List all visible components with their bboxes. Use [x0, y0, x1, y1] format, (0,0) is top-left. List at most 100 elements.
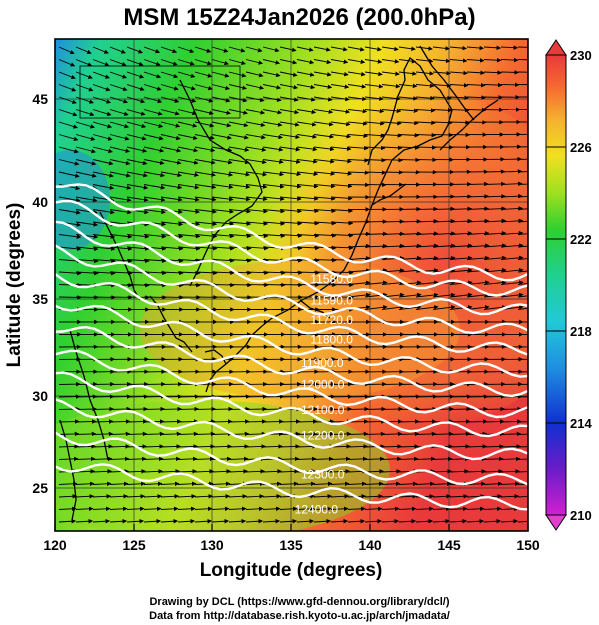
wind-arrow [279, 121, 300, 127]
wind-arrow [211, 270, 235, 275]
wind-arrow [296, 121, 317, 127]
wind-arrow [296, 419, 318, 424]
wind-arrow [398, 96, 418, 101]
wind-arrow [381, 481, 401, 487]
x-tick-label: 130 [200, 537, 224, 553]
wind-arrow [58, 121, 78, 129]
wind-arrow [483, 406, 505, 412]
wind-arrow [177, 469, 197, 474]
wind-arrow [415, 243, 439, 249]
wind-arrow [245, 46, 263, 53]
wind-arrow [432, 456, 453, 462]
wind-arrow [92, 431, 114, 437]
wind-arrow [381, 145, 403, 151]
wind-arrow [245, 134, 266, 140]
wind-arrow [364, 419, 386, 424]
wind-arrow [364, 96, 384, 101]
wind-arrow [109, 84, 128, 92]
wind-arrow [160, 221, 184, 227]
wind-arrow [75, 171, 97, 178]
wind-arrow [245, 245, 269, 251]
wind-arrow [143, 431, 165, 437]
wind-arrow [398, 157, 420, 163]
wind-arrow [449, 494, 469, 499]
wind-arrow [160, 159, 182, 165]
wind-arrow [245, 184, 268, 189]
wind-arrow [262, 184, 285, 189]
y-tick-label: 30 [32, 388, 48, 404]
wind-arrow [109, 258, 133, 264]
wind-arrow [228, 84, 247, 90]
wind-arrow [432, 231, 456, 236]
wind-arrow [109, 46, 126, 54]
wind-arrow [194, 109, 214, 116]
wind-arrow [245, 208, 268, 214]
colorbar: 230 226 222 218 214 210 [545, 39, 592, 531]
wind-arrow [483, 243, 507, 248]
wind-arrow [381, 96, 401, 101]
height-contour [55, 349, 528, 419]
wind-arrow [245, 221, 269, 226]
wind-arrow [398, 431, 420, 437]
wind-arrow [160, 71, 179, 79]
wind-arrow [228, 221, 252, 226]
height-contour [55, 183, 528, 282]
wind-arrow [364, 506, 383, 512]
wind-arrow [177, 84, 196, 91]
wind-arrow [211, 71, 230, 78]
wind-arrow [92, 171, 114, 178]
wind-arrow [262, 221, 286, 226]
height-contour [55, 220, 528, 316]
wind-arrow [75, 146, 96, 154]
wind-arrow [415, 132, 437, 138]
wind-arrow [381, 280, 405, 285]
wind-arrow [177, 258, 201, 263]
wind-arrow [160, 184, 183, 190]
wind-arrow [194, 46, 212, 53]
wind-arrow [262, 109, 283, 115]
wind-arrow [381, 456, 402, 462]
wind-arrow [92, 59, 110, 67]
wind-arrow [330, 270, 354, 275]
contour-label: 12200.0 [301, 428, 345, 442]
wind-arrow [330, 456, 351, 462]
wind-arrow [194, 121, 215, 128]
wind-arrow [364, 518, 383, 524]
colorbar-tick-label: 214 [570, 416, 592, 431]
wind-arrow [483, 481, 503, 487]
wind-arrow [211, 96, 231, 103]
wind-arrow [143, 234, 167, 239]
wind-arrow [381, 444, 402, 449]
wind-arrow [92, 456, 113, 462]
wind-arrow [347, 256, 371, 261]
wind-arrow [330, 109, 351, 114]
wind-arrow [517, 496, 528, 498]
wind-arrow [126, 84, 145, 91]
contour-labels: 11580.0 11590.0 11720.0 11800.0 11900.0 12000… [295, 272, 354, 516]
wind-arrow [143, 518, 162, 524]
wind-arrow [92, 184, 115, 190]
wind-arrow [279, 506, 298, 512]
wind-arrow [177, 481, 197, 487]
wind-arrow [466, 292, 490, 298]
wind-arrow [211, 184, 234, 190]
wind-arrow [126, 121, 147, 129]
credit-data: Data from http://database.rish.kyoto-u.a… [149, 610, 450, 622]
wind-arrow [517, 270, 528, 273]
wind-arrow [347, 506, 366, 512]
wind-arrow [398, 83, 418, 89]
wind-arrow [245, 84, 265, 90]
wind-arrow [245, 481, 265, 487]
wind-arrow [160, 270, 184, 276]
wind-arrow [517, 220, 528, 223]
wind-arrow [177, 71, 196, 78]
wind-arrow [177, 146, 199, 153]
wind-arrow [92, 109, 112, 116]
wind-arrow [92, 246, 116, 251]
wind-arrow [483, 518, 502, 524]
wind-arrow [347, 158, 369, 163]
wind-arrow [92, 406, 114, 412]
wind-arrow [500, 169, 523, 174]
wind-arrow [432, 494, 452, 499]
wind-arrow [211, 221, 235, 226]
